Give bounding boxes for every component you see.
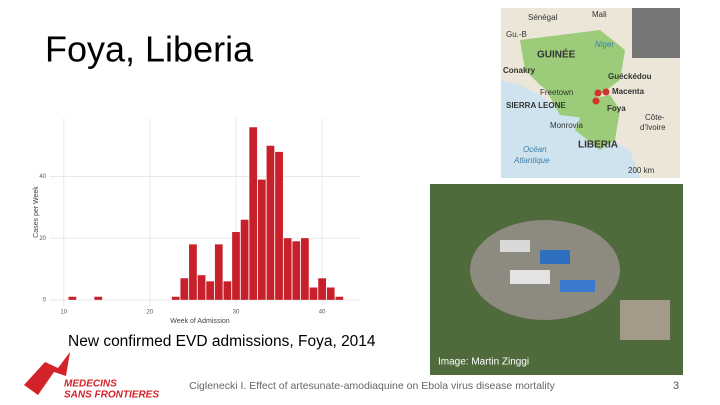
bar: [249, 127, 258, 300]
map-label: Conakry: [503, 66, 536, 75]
photo-tent: [560, 280, 595, 292]
bar: [240, 219, 249, 300]
map-label: GUINÉE: [537, 48, 576, 61]
chart: 0 20 40 10 20 30 40 Week of Admission Cases per …: [33, 118, 360, 325]
map-label: Atlantique: [513, 156, 550, 165]
map-sierra-leone: [545, 85, 590, 118]
logo-text: SANS FRONTIERES: [64, 390, 159, 401]
bar: [197, 275, 206, 300]
bar: [206, 281, 215, 300]
map-label: Macenta: [612, 87, 645, 96]
bar: [266, 145, 275, 300]
map-liberia: [575, 95, 620, 150]
x-tick-label: 20: [147, 310, 154, 316]
bar: [171, 296, 180, 300]
map-label: Niger: [595, 40, 614, 49]
bar: [189, 244, 197, 300]
bar: [275, 151, 283, 300]
map-guinea: [520, 30, 625, 105]
bar: [94, 296, 103, 300]
bar: [257, 179, 266, 300]
x-tick-label: 10: [60, 310, 67, 316]
map-label: Guéckédou: [608, 72, 652, 81]
map-label: d'Ivoire: [640, 123, 666, 132]
bar: [326, 287, 335, 300]
bar: [283, 238, 292, 300]
slide-title: Foya, Liberia: [45, 29, 254, 70]
logo-mark: [24, 352, 70, 395]
map-label: Côte-: [645, 113, 665, 122]
map-inset: [632, 8, 680, 58]
map-marker: [594, 89, 602, 97]
bar: [318, 278, 326, 300]
bar: [309, 287, 318, 300]
bar: [223, 281, 232, 300]
x-axis-label: Week of Admission: [170, 318, 230, 325]
map-marker: [592, 97, 600, 105]
photo-tent: [540, 250, 570, 264]
photo-tent: [510, 270, 550, 284]
map-label: LIBERIA: [578, 140, 618, 151]
y-tick-label: 0: [43, 297, 47, 303]
map-label: Océan: [523, 145, 547, 154]
map-label: Freetown: [540, 88, 573, 97]
image-credit: Image: Martin Zinggi: [438, 357, 529, 368]
map-label: Gu.-B: [506, 30, 527, 39]
photo: Image: Martin Zinggi: [430, 184, 683, 375]
logo-text: MEDECINS: [64, 379, 117, 390]
map-label: Monrovia: [550, 121, 583, 130]
photo-village: [620, 300, 670, 340]
bar: [335, 296, 344, 300]
caption: New confirmed EVD admissions, Foya, 2014: [68, 333, 376, 350]
map-label: Sénégal: [528, 13, 558, 22]
y-axis-label: Cases per Week: [33, 186, 40, 238]
map-label: Foya: [607, 104, 626, 113]
bar: [214, 244, 223, 300]
map-marker: [602, 88, 610, 96]
x-tick-label: 40: [319, 310, 326, 316]
photo-tent: [500, 240, 530, 252]
bar: [232, 232, 240, 300]
map: Sénégal Mali Gu.-B GUINÉE Conakry Guécké…: [501, 8, 680, 178]
bar: [68, 296, 77, 300]
map-label: 200 km: [628, 166, 655, 175]
y-tick-label: 20: [39, 236, 46, 242]
y-tick-label: 40: [39, 174, 46, 180]
logo: MEDECINS SANS FRONTIERES: [24, 352, 159, 401]
bar: [180, 278, 189, 300]
x-tick-label: 30: [233, 310, 240, 316]
footer: Ciglenecki I. Effect of artesunate-amodi…: [189, 380, 556, 392]
map-label: SIERRA LEONE: [506, 101, 566, 110]
page-number: 3: [673, 380, 679, 392]
map-label: Mali: [592, 10, 607, 19]
bar: [292, 241, 301, 300]
bar: [301, 238, 309, 300]
